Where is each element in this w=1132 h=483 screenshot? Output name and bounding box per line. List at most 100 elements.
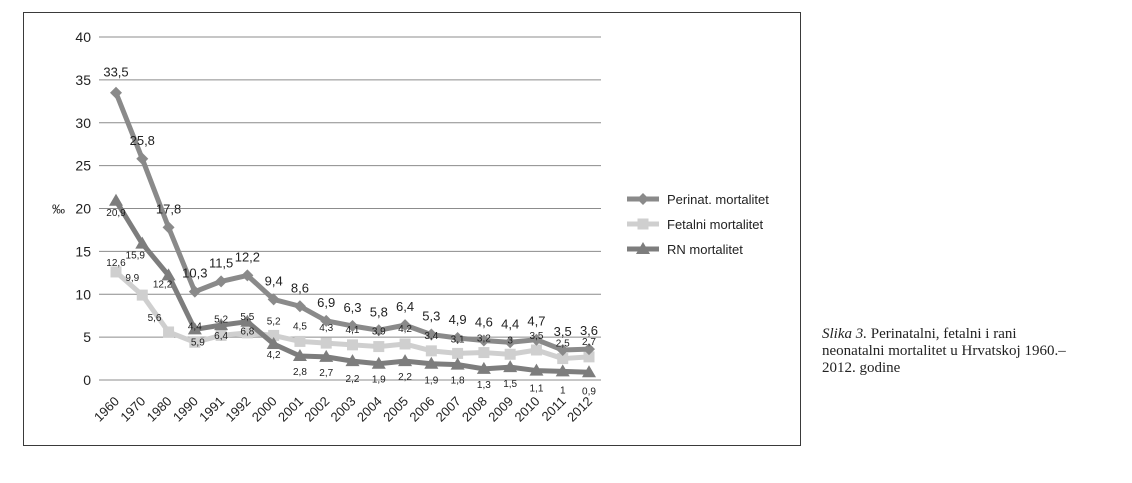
legend-marker	[636, 242, 650, 254]
data-label: 3,1	[451, 334, 465, 345]
data-point	[425, 328, 438, 341]
data-point	[583, 351, 595, 363]
x-tick-label: 2000	[249, 394, 280, 425]
data-point	[557, 353, 569, 365]
data-point	[110, 266, 122, 278]
data-label: 1	[560, 385, 566, 396]
legend-marker	[637, 193, 649, 205]
data-point	[345, 354, 360, 367]
data-label: 4,1	[346, 325, 360, 336]
data-label: 5,2	[267, 316, 281, 327]
data-label: 12,6	[106, 258, 126, 269]
data-point	[215, 275, 228, 288]
data-label: 3,6	[580, 323, 598, 338]
data-point	[582, 365, 596, 378]
y-tick-label: 5	[83, 329, 91, 345]
x-tick-label: 2010	[512, 394, 543, 425]
data-point	[555, 364, 570, 377]
y-tick-label: 25	[75, 158, 91, 174]
data-point	[504, 348, 516, 360]
y-tick-label: 35	[75, 72, 91, 88]
data-point	[451, 331, 464, 344]
data-label: 3,2	[477, 334, 491, 345]
x-tick-label: 2001	[275, 394, 306, 425]
data-point	[398, 354, 413, 367]
data-label: 15,9	[126, 251, 146, 262]
data-label: 4,3	[319, 323, 333, 334]
data-label: 4,4	[188, 321, 202, 332]
data-point	[504, 336, 517, 349]
data-label: 3,5	[529, 331, 543, 342]
x-tick-label: 2002	[301, 394, 332, 425]
data-point	[399, 338, 411, 350]
data-point	[266, 336, 281, 349]
data-point	[476, 361, 491, 374]
data-label: 25,8	[130, 133, 155, 148]
y-tick-label: 15	[75, 243, 91, 259]
data-point	[136, 152, 149, 165]
data-point	[478, 347, 490, 359]
data-point	[162, 221, 175, 234]
data-label: 9,9	[125, 273, 139, 284]
data-point	[424, 356, 439, 369]
data-label: 5,3	[422, 309, 440, 324]
legend-label: RN mortalitet	[667, 242, 743, 257]
data-label: 5,5	[240, 312, 254, 323]
data-point	[268, 329, 280, 341]
legend-label: Perinat. mortalitet	[667, 192, 769, 207]
data-point	[530, 333, 543, 346]
data-label: 1,5	[503, 379, 517, 390]
data-point	[399, 319, 412, 332]
data-point	[503, 360, 518, 373]
y-tick-label: 10	[75, 286, 91, 302]
line-chart: 0 5 10 15 20 25 30 35 40 ‰ 19601970198019901991199…	[52, 29, 769, 425]
data-label: 2,7	[319, 368, 333, 379]
figure-caption: Slika 3. Perinatalni, fetalni i rani neo…	[822, 326, 1122, 377]
data-label: 6,4	[214, 331, 228, 342]
data-label: 1,8	[451, 376, 465, 387]
data-label: 8,6	[291, 280, 309, 295]
data-point	[373, 341, 385, 353]
data-point	[293, 300, 306, 313]
data-label: 2,8	[293, 367, 307, 378]
data-point	[372, 324, 385, 337]
data-label: 1,3	[477, 380, 491, 391]
data-point	[477, 334, 490, 347]
data-point	[346, 319, 359, 332]
data-point	[215, 329, 227, 341]
data-point	[267, 293, 280, 306]
caption-line-2: neonatalni mortalitet u Hrvatskoj 1960.–	[822, 343, 1066, 359]
data-label: 3,9	[372, 327, 386, 338]
data-point	[452, 347, 464, 359]
data-label: 1,9	[372, 375, 386, 386]
data-point	[241, 269, 254, 282]
data-label: 5,9	[191, 337, 205, 348]
data-label: 20,9	[106, 208, 126, 219]
data-point	[189, 336, 201, 348]
data-label: 5,6	[148, 313, 162, 324]
x-tick-label: 1970	[117, 394, 148, 425]
data-point	[450, 357, 465, 370]
data-label: 12,2	[153, 279, 173, 290]
data-point	[347, 339, 358, 351]
data-point	[292, 348, 307, 361]
data-label: 4,9	[449, 312, 467, 327]
data-point	[320, 314, 333, 327]
data-point	[319, 349, 334, 362]
data-point	[188, 285, 201, 298]
data-point	[529, 363, 544, 376]
data-point	[161, 268, 176, 281]
data-label: 5,2	[214, 314, 228, 325]
data-point	[187, 322, 202, 335]
data-label: 0,9	[582, 386, 596, 397]
data-label: 4,2	[398, 324, 412, 335]
x-tick-label: 1992	[222, 394, 253, 425]
data-point	[214, 318, 229, 331]
data-point	[109, 193, 123, 206]
data-label: 3,4	[424, 331, 438, 342]
data-label: 17,8	[156, 201, 181, 216]
x-tick-label: 2006	[406, 394, 437, 425]
data-label: 2,2	[398, 372, 412, 383]
data-label: 10,3	[182, 266, 207, 281]
data-point	[294, 335, 306, 347]
